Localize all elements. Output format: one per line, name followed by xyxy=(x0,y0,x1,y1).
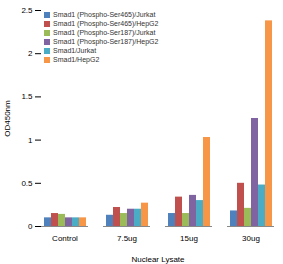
svg-text:2: 2 xyxy=(28,49,33,58)
html-text:Smad1/HepG2: Smad1/HepG2 xyxy=(53,56,100,63)
svg-text:Control: Control xyxy=(52,234,78,243)
svg-text:OD450nm: OD450nm xyxy=(3,100,12,137)
svg-text:Nuclear Lysate: Nuclear Lysate xyxy=(131,255,185,264)
html-text:Smad1 (Phospho-Ser465)/HepG2: Smad1 (Phospho-Ser465)/HepG2 xyxy=(53,20,159,27)
svg-text:1: 1 xyxy=(28,136,33,145)
svg-text:2.5: 2.5 xyxy=(21,6,33,15)
html-text:Smad1 (Phospho-Ser465)/Jurkat: Smad1 (Phospho-Ser465)/Jurkat xyxy=(53,11,156,18)
svg-text:1.5: 1.5 xyxy=(21,92,33,101)
html-text:Smad1 (Phospho-Ser187)/HepG2: Smad1 (Phospho-Ser187)/HepG2 xyxy=(53,38,159,45)
svg-text:30ug: 30ug xyxy=(242,234,260,243)
svg-text:0: 0 xyxy=(28,222,33,231)
svg-text:0.5: 0.5 xyxy=(21,179,33,188)
html-text:Smad1/Jurkat: Smad1/Jurkat xyxy=(53,47,97,54)
svg-text:15ug: 15ug xyxy=(180,234,198,243)
svg-text:7.5ug: 7.5ug xyxy=(117,234,137,243)
html-text:Smad1 (Phospho-Ser187)/Jurkat: Smad1 (Phospho-Ser187)/Jurkat xyxy=(53,29,156,36)
